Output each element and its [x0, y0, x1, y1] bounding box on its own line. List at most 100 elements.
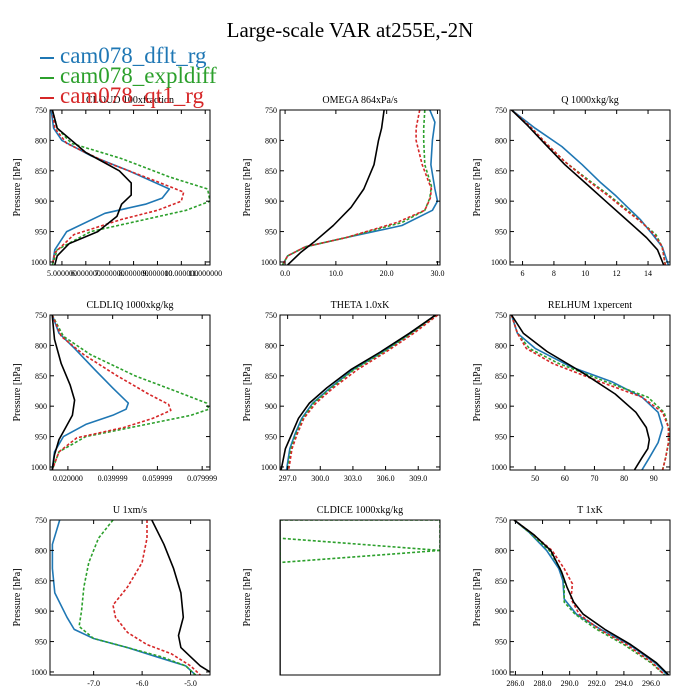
panel-title: CLOUD 100xfraction: [86, 95, 174, 106]
x-tick-label: 6: [521, 269, 525, 278]
legend-item: cam078_expldiff: [40, 63, 217, 88]
y-tick-label: 1000: [491, 463, 507, 472]
x-tick-label: -5.0: [184, 679, 197, 688]
y-tick-label: 750: [35, 311, 47, 320]
legend-item: cam078_qt1_rg: [40, 83, 217, 108]
series-group: [281, 110, 439, 265]
y-tick-label: 850: [35, 167, 47, 176]
plot-frame: [49, 314, 211, 471]
x-tick-label: -6.0: [136, 679, 149, 688]
y-tick-label: 800: [495, 136, 507, 145]
series-line: [51, 110, 132, 265]
legend: cam078_dflt_rg cam078_expldiff cam078_qt…: [40, 43, 217, 108]
legend-label: cam078_dflt_rg: [60, 43, 207, 68]
panel-title: U 1xm/s: [113, 505, 147, 516]
panel-4: CLDLIQ 1000xkg/kg Pressure [hPa] 750 800 850…: [12, 300, 217, 483]
series-line: [51, 315, 76, 470]
series-line: [51, 315, 210, 470]
series-group: [511, 110, 670, 265]
x-tick-label: 10.0: [329, 269, 343, 278]
plot-frame: [279, 314, 441, 471]
plot-frame: [509, 314, 671, 471]
panel-5: THETA 1.0xK Pressure [hPa] 750 800 850 900 950…: [242, 300, 441, 483]
legend-swatch: [40, 96, 54, 99]
y-tick-label: 900: [35, 402, 47, 411]
plot-frame: [49, 519, 211, 676]
y-axis-label: Pressure [hPa]: [242, 568, 253, 626]
series-line: [513, 520, 668, 675]
series-group: [51, 520, 210, 675]
plot-frame: [509, 109, 671, 266]
y-axis-label: Pressure [hPa]: [242, 363, 253, 421]
y-tick-label: 950: [495, 638, 507, 647]
y-tick-label: 850: [495, 167, 507, 176]
x-tick-label: -7.0: [87, 679, 100, 688]
x-tick-label: 10.000000: [164, 269, 198, 278]
series-line: [510, 315, 670, 470]
series-line: [513, 520, 670, 675]
x-tick-label: 80: [620, 474, 628, 483]
x-tick-label: 9.000000: [142, 269, 172, 278]
series-line: [513, 520, 666, 675]
legend-label: cam078_qt1_rg: [60, 83, 204, 108]
x-tick-label: 0.059999: [142, 474, 172, 483]
series-line: [285, 315, 437, 470]
legend-label: cam078_expldiff: [60, 63, 217, 88]
panel-title: CLDLIQ 1000xkg/kg: [87, 300, 174, 311]
y-tick-label: 850: [265, 372, 277, 381]
x-tick-label: 6.000000: [71, 269, 101, 278]
y-tick-label: 1000: [261, 258, 277, 267]
y-tick-label: 900: [265, 402, 277, 411]
x-tick-label: 309.0: [409, 474, 427, 483]
y-tick-label: 800: [495, 341, 507, 350]
y-tick-label: 800: [35, 136, 47, 145]
y-tick-label: 950: [35, 433, 47, 442]
x-tick-label: 294.0: [615, 679, 633, 688]
y-tick-label: 950: [35, 638, 47, 647]
series-line: [51, 520, 197, 675]
x-tick-label: 288.0: [534, 679, 552, 688]
series-line: [286, 315, 438, 470]
y-tick-label: 1000: [491, 668, 507, 677]
y-tick-label: 800: [35, 341, 47, 350]
legend-swatch: [40, 56, 54, 59]
series-line: [287, 110, 385, 265]
x-tick-label: 306.0: [377, 474, 395, 483]
y-tick-label: 900: [495, 607, 507, 616]
panel-title: RELHUM 1xpercent: [548, 300, 632, 311]
series-group: [280, 520, 440, 675]
x-tick-label: 7.000000: [95, 269, 125, 278]
y-tick-label: 900: [35, 607, 47, 616]
x-tick-label: 60: [561, 474, 569, 483]
series-line: [280, 315, 437, 470]
panel-1: CLOUD 100xfraction Pressure [hPa] 750 800 85…: [12, 95, 222, 278]
y-tick-label: 900: [495, 197, 507, 206]
y-tick-label: 800: [265, 136, 277, 145]
series-line: [281, 110, 433, 265]
plot-frame: [509, 519, 671, 676]
y-tick-label: 750: [35, 106, 47, 115]
x-tick-label: 290.0: [561, 679, 579, 688]
y-tick-label: 850: [35, 577, 47, 586]
y-tick-label: 850: [495, 372, 507, 381]
series-line: [50, 110, 171, 265]
y-axis-label: Pressure [hPa]: [12, 568, 23, 626]
x-tick-label: 8.000000: [119, 269, 149, 278]
y-axis-label: Pressure [hPa]: [12, 158, 23, 216]
x-tick-label: 8: [552, 269, 556, 278]
series-group: [513, 520, 670, 675]
y-tick-label: 750: [265, 106, 277, 115]
series-line: [281, 110, 433, 265]
y-axis-label: Pressure [hPa]: [242, 158, 253, 216]
panel-title: CLDICE 1000xkg/kg: [317, 505, 403, 516]
y-tick-label: 1000: [491, 258, 507, 267]
series-line: [281, 110, 439, 265]
x-tick-label: 0.039999: [98, 474, 128, 483]
x-tick-label: 0.0: [280, 269, 290, 278]
panel-title: Q 1000xkg/kg: [561, 95, 619, 106]
panel-2: OMEGA 864xPa/s Pressure [hPa] 750 800 850 900…: [242, 95, 444, 278]
y-tick-label: 850: [265, 167, 277, 176]
series-group: [51, 315, 210, 470]
y-axis-label: Pressure [hPa]: [12, 363, 23, 421]
